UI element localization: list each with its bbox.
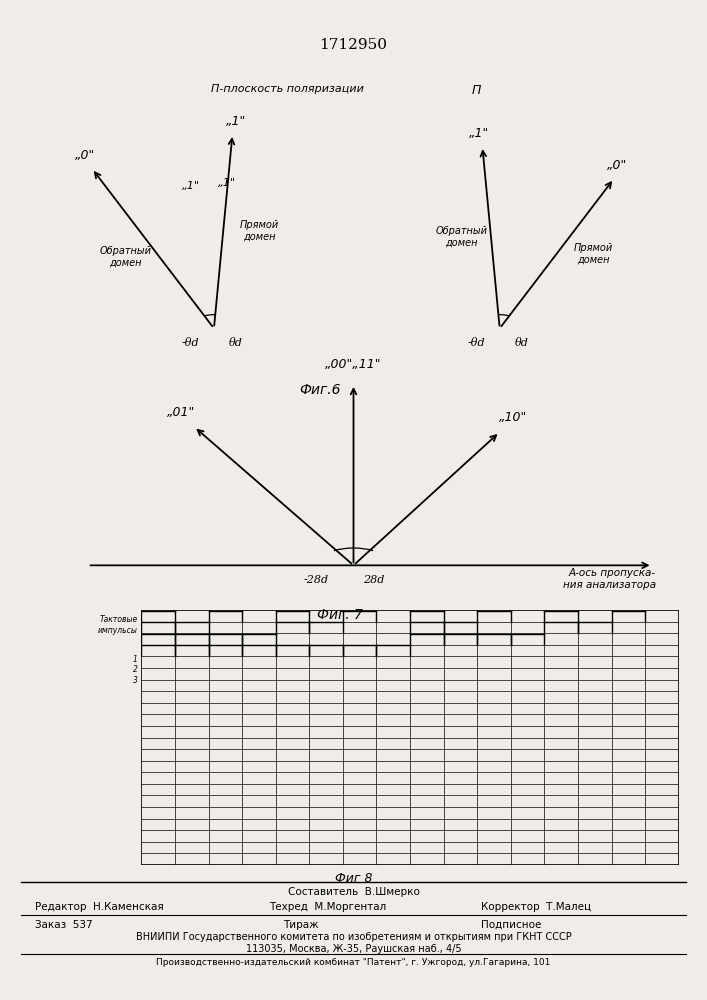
Text: Подписное: Подписное bbox=[481, 920, 541, 930]
Text: „01": „01" bbox=[167, 406, 195, 419]
Text: -θd: -θd bbox=[182, 338, 199, 348]
Text: „1": „1" bbox=[218, 178, 236, 188]
Text: Составитель  В.Шмерко: Составитель В.Шмерко bbox=[288, 887, 419, 897]
Text: θd: θd bbox=[228, 338, 243, 348]
Text: 1
2
3: 1 2 3 bbox=[133, 655, 138, 685]
Text: Обратный
домен: Обратный домен bbox=[435, 226, 487, 248]
Text: ВНИИПИ Государственного комитета по изобретениям и открытиям при ГКНТ СССР: ВНИИПИ Государственного комитета по изоб… bbox=[136, 932, 571, 942]
Text: -θd: -θd bbox=[467, 338, 485, 348]
Text: Заказ  537: Заказ 537 bbox=[35, 920, 93, 930]
Text: Техред  М.Моргентал: Техред М.Моргентал bbox=[269, 902, 386, 912]
Text: Редактор  Н.Каменская: Редактор Н.Каменская bbox=[35, 902, 164, 912]
Text: Фиг. 7: Фиг. 7 bbox=[317, 608, 363, 622]
Text: Производственно-издательский комбинат "Патент", г. Ужгород, ул.Гагарина, 101: Производственно-издательский комбинат "П… bbox=[156, 958, 551, 967]
Text: θd: θd bbox=[514, 338, 528, 348]
Text: 113035, Москва, Ж-35, Раушская наб., 4/5: 113035, Москва, Ж-35, Раушская наб., 4/5 bbox=[246, 944, 461, 954]
Text: 1712950: 1712950 bbox=[320, 38, 387, 52]
Text: П: П bbox=[472, 84, 481, 97]
Text: Обратный
домен: Обратный домен bbox=[100, 246, 152, 267]
Text: Корректор  Т.Малец: Корректор Т.Малец bbox=[481, 902, 591, 912]
Text: Фиг.6: Фиг.6 bbox=[300, 383, 341, 397]
Text: Фиг 8: Фиг 8 bbox=[334, 872, 373, 885]
Text: 28d: 28d bbox=[363, 575, 385, 585]
Text: П-плоскость поляризации: П-плоскость поляризации bbox=[211, 84, 363, 94]
Text: Прямой
домен: Прямой домен bbox=[574, 243, 613, 264]
Text: „10": „10" bbox=[499, 411, 527, 424]
Text: Прямой
домен: Прямой домен bbox=[240, 220, 279, 242]
Text: Тактовые
импульсы: Тактовые импульсы bbox=[98, 615, 138, 635]
Text: Тираж: Тираж bbox=[283, 920, 318, 930]
Text: „1": „1" bbox=[182, 181, 199, 191]
Text: А-ось пропуска-
ния анализатора: А-ось пропуска- ния анализатора bbox=[563, 568, 656, 590]
Text: „0": „0" bbox=[607, 159, 628, 172]
Text: „1": „1" bbox=[469, 127, 489, 140]
Text: „00"„11": „00"„11" bbox=[325, 358, 382, 371]
Text: „1": „1" bbox=[226, 115, 246, 128]
Text: „0": „0" bbox=[75, 149, 95, 162]
Text: -28d: -28d bbox=[303, 575, 328, 585]
